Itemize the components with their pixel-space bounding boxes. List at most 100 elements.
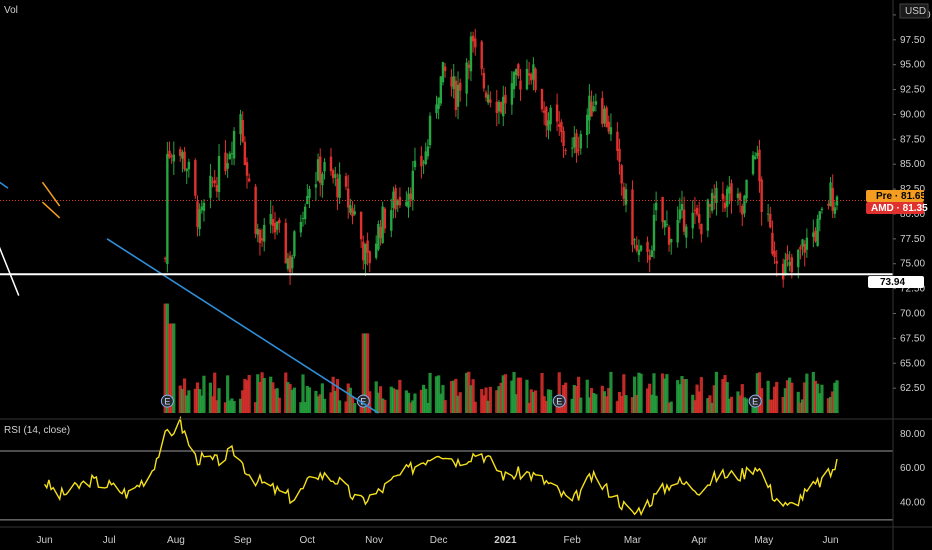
candle-body: [450, 77, 452, 87]
price-tick-label: 95.00: [900, 60, 925, 71]
volume-bar: [519, 378, 522, 413]
candle-body: [530, 74, 532, 80]
candle-body: [773, 251, 775, 257]
candle-body: [496, 102, 498, 113]
time-tick-label: Jun: [37, 535, 53, 546]
candle-body: [427, 146, 429, 156]
volume-bar: [670, 402, 673, 413]
candle-body: [435, 104, 437, 113]
candle-body: [646, 242, 648, 252]
volume-bar: [428, 373, 431, 413]
candle-body: [832, 188, 834, 211]
price-tick-label: 75.00: [900, 259, 925, 270]
volume-bar: [835, 380, 838, 413]
candle-body: [504, 95, 506, 104]
volume-bar: [202, 376, 205, 413]
volume-bar: [459, 392, 462, 413]
candle-body: [186, 169, 188, 171]
candle-body: [653, 215, 655, 251]
candle-body: [304, 207, 306, 219]
candle-body: [308, 189, 310, 198]
candle-body: [498, 102, 500, 111]
rsi-title: RSI (14, close): [4, 425, 70, 436]
candle-body: [620, 165, 622, 183]
volume-bar: [323, 399, 326, 413]
time-tick-label: Aug: [167, 535, 185, 546]
candle-body: [737, 194, 739, 198]
candle-body: [242, 120, 244, 142]
time-tick-label: Sep: [234, 535, 252, 546]
earnings-marker-letter: E: [556, 397, 562, 407]
volume-bar: [489, 387, 492, 413]
candle-body: [453, 76, 455, 89]
candle-body: [226, 163, 228, 169]
candle-body: [526, 69, 528, 89]
candle-body: [188, 162, 190, 169]
candle-body: [776, 261, 778, 264]
candle-body: [580, 134, 582, 149]
time-tick-label: Feb: [564, 535, 582, 546]
volume-label: Vol: [4, 5, 18, 16]
volume-bar: [624, 395, 627, 413]
candle-body: [728, 187, 730, 194]
candle-body: [459, 83, 461, 91]
time-tick-label: Jun: [822, 535, 838, 546]
candle-body: [334, 174, 336, 177]
rsi-tick-label: 60.00: [900, 463, 925, 474]
candle-body: [287, 258, 289, 269]
candle-body: [679, 209, 681, 219]
candle-body: [319, 157, 321, 183]
candle-body: [254, 186, 256, 233]
candle-body: [276, 222, 278, 230]
candle-body: [442, 62, 444, 82]
candle-body: [739, 194, 741, 201]
candle-body: [532, 64, 534, 79]
candle-body: [648, 255, 650, 260]
candle-body: [392, 192, 394, 208]
candle-body: [758, 150, 760, 182]
candle-body: [291, 257, 293, 268]
candle-body: [399, 197, 401, 205]
candle-body: [668, 227, 670, 244]
candle-body: [270, 214, 272, 224]
candle-body: [353, 211, 355, 214]
price-tick-label: 65.00: [900, 358, 925, 369]
candle-body: [457, 85, 459, 107]
volume-bar: [338, 400, 341, 413]
price-tick-label: 70.00: [900, 309, 925, 320]
volume-bar: [413, 393, 416, 413]
candle-body: [515, 69, 517, 75]
candle-body: [384, 209, 386, 229]
candle-body: [420, 156, 422, 167]
candle-body: [173, 155, 175, 162]
candle-body: [425, 151, 427, 164]
candle-body: [711, 193, 713, 211]
candle-body: [638, 250, 640, 255]
candle-body: [799, 247, 801, 249]
candle-body: [610, 127, 612, 134]
candle-body: [263, 225, 265, 242]
candle-body: [819, 211, 821, 219]
price-tick-label: 62.50: [900, 383, 925, 394]
candle-body: [760, 179, 762, 212]
volume-bar: [805, 374, 808, 413]
candle-body: [317, 159, 319, 180]
volume-bar: [655, 396, 658, 413]
candle-body: [412, 171, 414, 200]
candle-body: [623, 187, 625, 199]
candle-body: [801, 239, 803, 246]
volume-bar: [745, 398, 748, 413]
time-tick-label: Nov: [365, 535, 383, 546]
candle-body: [603, 109, 605, 124]
candle-body: [767, 214, 769, 215]
candle-body: [390, 210, 392, 231]
candle-body: [616, 132, 618, 151]
volume-bar: [187, 390, 190, 413]
candle-body: [196, 201, 198, 227]
candle-body: [756, 153, 758, 156]
support-tag-text: 73.94: [880, 277, 905, 288]
candle-body: [414, 161, 416, 167]
candle-body: [573, 137, 575, 147]
candle-body: [502, 97, 504, 116]
